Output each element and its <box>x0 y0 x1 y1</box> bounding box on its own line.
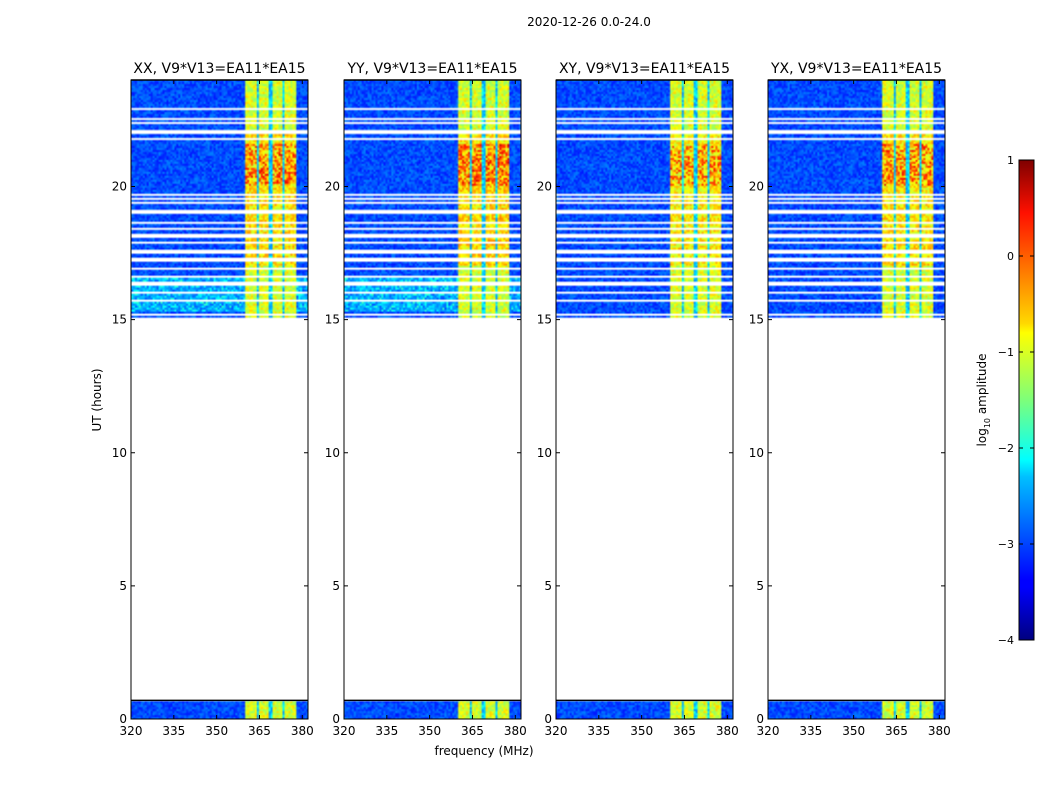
y-tick-label: 5 <box>119 579 127 593</box>
x-tick-label: 380 <box>291 724 314 738</box>
y-tick-label: 5 <box>332 579 340 593</box>
y-tick-label: 10 <box>325 446 340 460</box>
x-tick-label: 350 <box>630 724 653 738</box>
figure-title: 2020-12-26 0.0-24.0 <box>527 15 651 29</box>
y-axis-label: UT (hours) <box>90 368 104 431</box>
x-tick-label: 320 <box>545 724 568 738</box>
x-tick-label: 365 <box>673 724 696 738</box>
y-tick-label: 10 <box>749 446 764 460</box>
colorbar-tick-label: −2 <box>998 442 1014 455</box>
y-tick-label: 20 <box>537 180 552 194</box>
panel-title: YY, V9*V13=EA11*EA15 <box>346 61 517 77</box>
colorbar-gradient <box>1018 159 1035 641</box>
x-tick-label: 350 <box>418 724 441 738</box>
x-tick-label: 320 <box>333 724 356 738</box>
y-tick-label: 20 <box>325 180 340 194</box>
x-tick-label: 335 <box>375 724 398 738</box>
panel-title: YX, V9*V13=EA11*EA15 <box>770 61 942 77</box>
colorbar-tick-label: −4 <box>998 634 1014 647</box>
y-tick-label: 10 <box>537 446 552 460</box>
x-tick-label: 335 <box>162 724 185 738</box>
panel-title: XX, V9*V13=EA11*EA15 <box>133 61 305 77</box>
y-tick-label: 15 <box>749 313 764 327</box>
panel-4: YX, V9*V13=EA11*EA15 320 335 350 365 380 0 5 10 1… <box>749 61 951 738</box>
x-axis-label: frequency (MHz) <box>434 744 533 758</box>
x-tick-label: 335 <box>799 724 822 738</box>
x-tick-label: 350 <box>205 724 228 738</box>
spectrum-heatmap <box>556 80 733 719</box>
panel-3: XY, V9*V13=EA11*EA15 320 335 350 365 380 0 5 10 1… <box>537 61 739 738</box>
x-tick-label: 365 <box>461 724 484 738</box>
y-tick-label: 0 <box>332 712 340 726</box>
y-tick-label: 0 <box>756 712 764 726</box>
plot-frame <box>767 79 946 720</box>
x-tick-label: 320 <box>120 724 143 738</box>
x-tick-label: 380 <box>928 724 951 738</box>
y-tick-label: 15 <box>325 313 340 327</box>
y-tick-label: 15 <box>537 313 552 327</box>
y-tick-label: 5 <box>544 579 552 593</box>
x-tick-label: 380 <box>504 724 527 738</box>
y-tick-label: 15 <box>112 313 127 327</box>
panel-2: YY, V9*V13=EA11*EA15 320 335 350 365 380 0 5 10 1… <box>325 61 527 738</box>
colorbar-tick-label: 0 <box>1007 250 1014 263</box>
colorbar-tick-label: −3 <box>998 538 1014 551</box>
colorbar-tick-label: 1 <box>1007 154 1014 167</box>
spectrum-heatmap <box>131 80 308 719</box>
y-tick-label: 20 <box>112 180 127 194</box>
panel-1: XX, V9*V13=EA11*EA15 320 335 350 365 380 0 5 10 1… <box>112 61 314 738</box>
y-tick-label: 0 <box>544 712 552 726</box>
plot-frame <box>343 79 522 720</box>
x-tick-label: 320 <box>757 724 780 738</box>
spectrum-heatmap <box>768 80 945 719</box>
spectrum-heatmap <box>344 80 521 719</box>
colorbar-ticks: 1 0 −1 −2 −3 −4 <box>998 154 1034 647</box>
plot-frame <box>130 79 309 720</box>
colorbar-tick-label: −1 <box>998 346 1014 359</box>
x-tick-label: 380 <box>716 724 739 738</box>
panel-title: XY, V9*V13=EA11*EA15 <box>559 61 730 77</box>
y-tick-label: 20 <box>749 180 764 194</box>
y-tick-label: 5 <box>756 579 764 593</box>
x-tick-label: 350 <box>842 724 865 738</box>
plot-frame <box>555 79 734 720</box>
x-tick-label: 365 <box>248 724 271 738</box>
colorbar-label: log10 amplitude <box>975 354 992 447</box>
colorbar: 1 0 −1 −2 −3 −4 log10 amplitude <box>975 154 1035 647</box>
y-tick-label: 0 <box>119 712 127 726</box>
y-tick-label: 10 <box>112 446 127 460</box>
x-tick-label: 335 <box>587 724 610 738</box>
panels: XX, V9*V13=EA11*EA15 320 335 350 365 380 0 5 10 1… <box>112 61 951 738</box>
x-tick-label: 365 <box>885 724 908 738</box>
